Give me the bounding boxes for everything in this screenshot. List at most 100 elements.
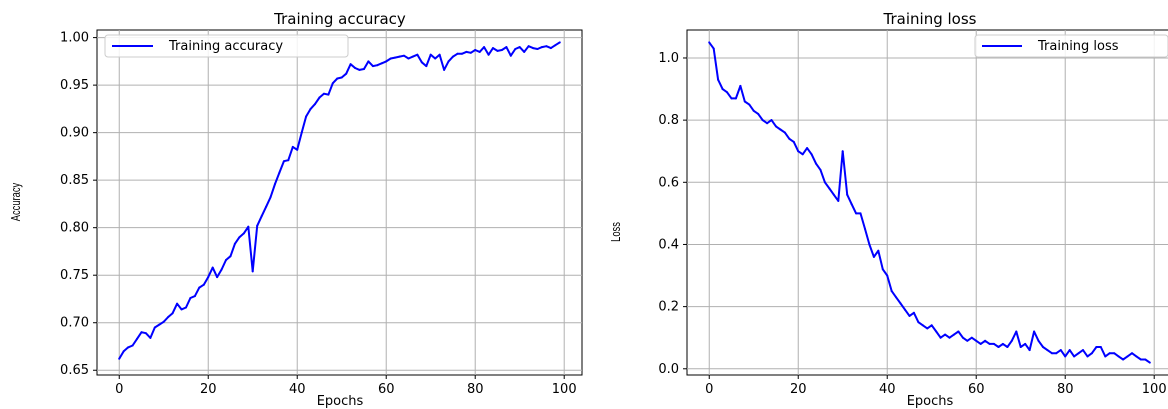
data-point: [1024, 342, 1027, 345]
x-tick-label: 80: [1057, 382, 1074, 397]
data-point: [1068, 349, 1071, 352]
data-point: [886, 274, 889, 277]
data-point: [545, 45, 548, 48]
data-point: [345, 72, 348, 75]
y-axis-label: Loss: [610, 222, 624, 242]
data-point: [158, 323, 161, 326]
data-point: [118, 357, 121, 360]
accuracy-chart-svg: Training accuracy 0 20 40 60 80 100 0.650.700…: [10, 10, 583, 409]
data-point: [460, 52, 463, 55]
data-point: [367, 60, 370, 63]
data-point: [122, 350, 125, 353]
data-point: [274, 183, 276, 185]
data-point: [1006, 346, 1009, 348]
data-point: [832, 193, 835, 196]
data-point: [1126, 355, 1129, 358]
data-point: [269, 196, 272, 199]
data-point: [1055, 352, 1058, 355]
y-tick-label: 1.0: [658, 51, 679, 66]
x-tick-label: 100: [1142, 382, 1167, 397]
data-point: [189, 297, 192, 299]
data-point: [1059, 349, 1062, 352]
y-tick-label: 0.2: [658, 300, 679, 315]
data-point: [855, 212, 858, 215]
data-point: [935, 330, 938, 333]
data-point: [890, 290, 893, 293]
x-tick-label: 60: [968, 382, 985, 397]
data-point: [327, 93, 330, 96]
data-point: [265, 205, 268, 208]
data-point: [180, 308, 183, 311]
data-point: [1064, 355, 1067, 358]
data-point: [549, 47, 552, 50]
data-point: [238, 236, 241, 239]
data-point: [984, 339, 987, 342]
data-point: [815, 162, 817, 165]
data-point: [864, 227, 866, 230]
data-point: [708, 41, 711, 44]
data-point: [761, 119, 764, 122]
data-point: [474, 49, 477, 51]
x-tick-label: 100: [552, 382, 577, 397]
data-point: [961, 336, 964, 339]
data-point: [801, 153, 804, 156]
legend-box: [104, 34, 349, 58]
data-point: [1104, 355, 1107, 358]
plot-area-frame: [686, 29, 1168, 376]
data-point: [953, 333, 955, 336]
data-point: [1135, 355, 1138, 358]
data-point: [810, 153, 813, 156]
legend-box: [974, 34, 1168, 58]
data-point: [908, 314, 911, 317]
x-tick-label: 80: [467, 382, 484, 397]
data-point: [770, 119, 773, 122]
data-point: [532, 47, 535, 50]
data-point: [1028, 349, 1031, 352]
series-line-training-accuracy: [118, 41, 561, 360]
gridlines: [687, 30, 1168, 375]
data-point: [202, 283, 205, 286]
series-points: [118, 41, 561, 360]
data-point: [363, 68, 365, 70]
x-axis-ticks: 0 20 40 60 80 100: [115, 375, 577, 397]
chart-title: Training loss: [883, 10, 977, 28]
data-point: [779, 128, 782, 131]
data-point: [354, 67, 357, 69]
plot-area-frame: [96, 29, 583, 376]
data-point: [211, 266, 214, 269]
data-point: [171, 312, 174, 315]
data-point: [558, 41, 561, 44]
data-point: [988, 342, 991, 345]
data-point: [957, 330, 960, 333]
data-point: [331, 82, 334, 85]
data-point: [837, 199, 840, 202]
data-point: [926, 327, 929, 330]
data-point: [1095, 346, 1098, 348]
data-point: [452, 55, 454, 58]
y-tick-label: 0.8: [658, 113, 679, 128]
data-point: [1001, 342, 1004, 345]
data-point: [300, 131, 303, 134]
data-point: [309, 107, 312, 110]
data-point: [242, 232, 245, 235]
data-point: [509, 54, 512, 57]
data-point: [447, 60, 450, 63]
data-point: [127, 346, 130, 349]
data-point: [970, 336, 973, 339]
data-point: [748, 103, 751, 106]
legend: Training loss: [974, 34, 1168, 58]
data-point: [1042, 346, 1044, 348]
data-point: [305, 115, 308, 118]
data-point: [717, 78, 720, 81]
data-point: [797, 150, 800, 153]
data-point: [371, 65, 374, 68]
data-point: [712, 47, 715, 50]
data-point: [185, 306, 187, 309]
y-tick-label: 0.4: [658, 237, 679, 252]
data-point: [438, 53, 441, 56]
chart-title: Training accuracy: [273, 10, 406, 28]
data-point: [1010, 339, 1013, 342]
data-point: [536, 48, 539, 50]
data-point: [1148, 361, 1151, 364]
legend-label: Training loss: [1037, 39, 1119, 54]
